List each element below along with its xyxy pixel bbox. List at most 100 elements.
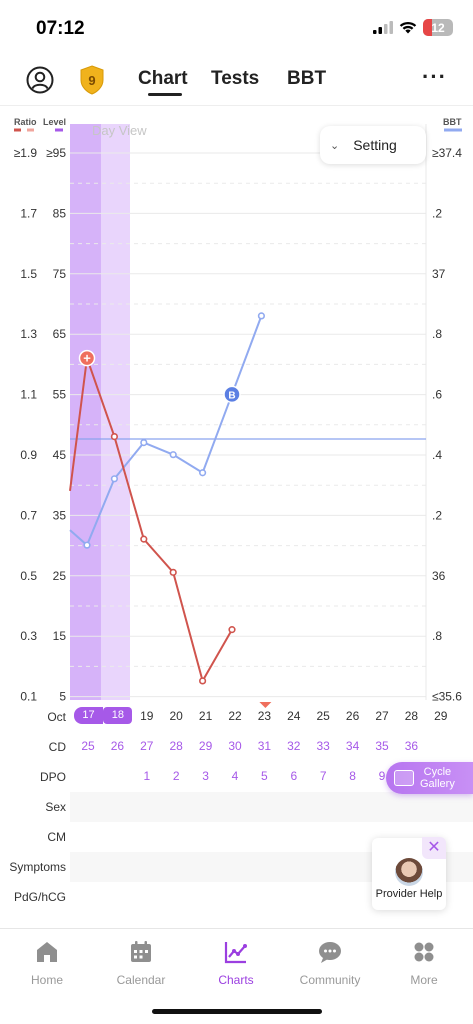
- wifi-icon: [399, 21, 417, 34]
- day-number[interactable]: 29: [434, 709, 448, 723]
- ratio-tick-label: 1.1: [20, 388, 37, 402]
- period-day-pill[interactable]: 18: [103, 707, 133, 724]
- bbt-tick-label: .2: [432, 508, 442, 522]
- ratio-point[interactable]: [199, 677, 207, 685]
- profile-icon[interactable]: [26, 66, 54, 94]
- day-number[interactable]: 27: [375, 709, 389, 723]
- bbt-tick-label: 37: [432, 267, 446, 281]
- close-icon[interactable]: ✕: [422, 837, 446, 859]
- dpo-value: 8: [349, 769, 356, 783]
- symptoms-label: Symptoms: [9, 860, 66, 874]
- tab-chart[interactable]: Chart: [138, 68, 188, 89]
- level-tick-label: 5: [59, 690, 66, 704]
- day-number[interactable]: 24: [287, 709, 301, 723]
- peak-marker-label: +: [83, 351, 91, 366]
- day-number[interactable]: 19: [140, 709, 154, 723]
- more-menu-icon[interactable]: ···: [422, 64, 447, 89]
- day-number[interactable]: 25: [316, 709, 330, 723]
- gallery-chart-icon: [394, 770, 414, 786]
- bbt-tick-label: .8: [432, 327, 442, 341]
- cm-label: CM: [47, 830, 66, 844]
- level-tick-label: 25: [53, 569, 67, 583]
- tab-charts[interactable]: Charts: [196, 939, 276, 987]
- chart-gridlines: [70, 152, 426, 698]
- ratio-point[interactable]: [228, 626, 236, 634]
- cm-row[interactable]: CM: [0, 822, 473, 852]
- level-tick-label: 65: [53, 327, 67, 341]
- bbt-tick-label: 36: [432, 569, 446, 583]
- chevron-down-icon: ⌄: [330, 139, 340, 152]
- tab-calendar[interactable]: Calendar: [101, 939, 181, 987]
- day-number[interactable]: 26: [345, 709, 360, 723]
- level-ticks: ≥95 85 75 65 55 45 35 25 15 5: [46, 146, 66, 704]
- pdg-label: PdG/hCG: [13, 890, 66, 904]
- day-number[interactable]: 20: [169, 709, 183, 723]
- day-view-label: Day View: [92, 123, 147, 138]
- bbt-point[interactable]: [140, 439, 148, 447]
- dpo-value: 2: [172, 769, 180, 783]
- bbt-tick-label: .2: [432, 206, 442, 220]
- dpo-value: 5: [261, 769, 268, 783]
- tab-more[interactable]: More: [384, 939, 464, 987]
- peak-marker[interactable]: [78, 349, 96, 367]
- tab-home[interactable]: Home: [7, 939, 87, 987]
- level-tick-label: 15: [53, 629, 67, 643]
- ratio-points: [110, 432, 236, 685]
- level-badge-icon[interactable]: 9: [79, 65, 105, 95]
- ratio-point[interactable]: [169, 568, 177, 576]
- cycle-day-value: 30: [228, 739, 242, 753]
- level-tick-label: ≥95: [46, 146, 66, 160]
- bbt-point[interactable]: [110, 475, 118, 483]
- cycle-day-value: 31: [257, 739, 272, 753]
- fertility-chart[interactable]: Ratio Level BBT Day View ≥1.9 1.7 1.5 1.3 1.…: [0, 106, 473, 726]
- dpo-label: DPO: [39, 770, 66, 784]
- bbt-point[interactable]: [83, 541, 91, 549]
- ratio-axis-head: Ratio: [14, 117, 37, 127]
- provider-help-label: Provider Help: [375, 888, 443, 900]
- sex-label: Sex: [45, 800, 66, 814]
- day-number[interactable]: 22: [228, 709, 242, 723]
- cycle-day-value: 26: [110, 739, 125, 753]
- ratio-point[interactable]: [110, 432, 118, 441]
- more-grid-icon: [414, 942, 434, 962]
- day-number[interactable]: 28: [404, 709, 419, 723]
- day-number[interactable]: 23: [257, 709, 272, 723]
- ratio-point[interactable]: [140, 535, 148, 543]
- period-day-pill[interactable]: 17: [74, 707, 103, 724]
- bbt-point[interactable]: [257, 312, 266, 320]
- app-header: 9 Chart Tests BBT ···: [0, 56, 473, 106]
- tab-tests[interactable]: Tests: [211, 68, 260, 89]
- ratio-tick-label: 0.5: [20, 569, 37, 583]
- tab-bbt[interactable]: BBT: [287, 68, 327, 89]
- tab-community[interactable]: Community: [290, 939, 370, 987]
- bbt-point[interactable]: [199, 469, 207, 477]
- calendar-icon: [131, 941, 151, 962]
- status-bar: 07:12 12: [0, 0, 473, 56]
- bbt-marker[interactable]: [223, 385, 241, 404]
- level-tick-label: 55: [53, 388, 67, 402]
- date-month-label: Oct: [47, 710, 66, 724]
- bbt-point[interactable]: [169, 451, 177, 459]
- bbt-points: [83, 312, 266, 549]
- pdg-row[interactable]: PdG/hCG: [0, 882, 473, 912]
- active-tab-indicator: [148, 93, 182, 96]
- cycle-gallery-label: Cycle Gallery: [420, 766, 455, 790]
- badge-level: 9: [88, 73, 95, 88]
- bbt-tick-label: .6: [432, 388, 442, 402]
- sex-row[interactable]: Sex: [0, 792, 473, 822]
- ratio-tick-label: 1.5: [20, 267, 37, 281]
- period-highlight-day-17: [70, 124, 101, 700]
- cycle-day-value: 27: [140, 739, 154, 753]
- home-indicator: [152, 1009, 322, 1014]
- bbt-tick-label: .4: [432, 448, 442, 462]
- sex-row-track[interactable]: [70, 792, 473, 822]
- setting-button[interactable]: ⌄ Setting: [320, 126, 426, 164]
- bbt-tick-label: .8: [432, 629, 442, 643]
- dpo-value: 7: [319, 769, 327, 783]
- day-number[interactable]: 21: [198, 709, 213, 723]
- cycle-day-value: 34: [345, 739, 360, 753]
- cycle-gallery-button[interactable]: Cycle Gallery: [386, 762, 473, 794]
- bbt-ticks: ≥37.4 .2 37 .8 .6 .4 .2 36 .8 ≤35.6: [432, 146, 462, 704]
- provider-help-card[interactable]: ✕ Provider Help: [372, 837, 446, 910]
- cycle-day-value: 28: [169, 739, 183, 753]
